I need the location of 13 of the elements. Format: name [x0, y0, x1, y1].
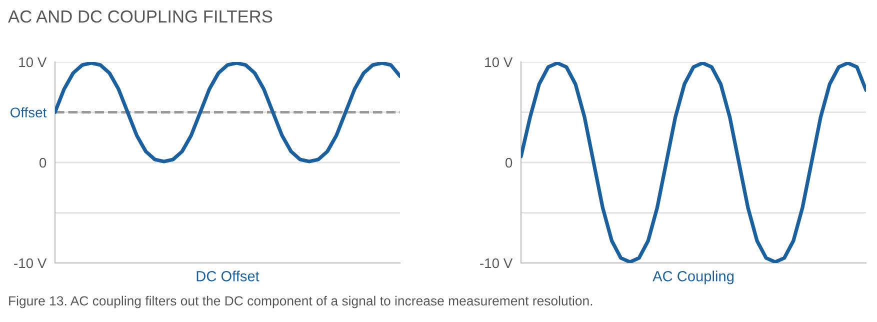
line-series [55, 62, 400, 164]
y-tick-label: 0 [505, 158, 512, 168]
x-axis-title: AC Coupling [652, 270, 734, 284]
chart-title: AC AND DC COUPLING FILTERS [8, 10, 272, 23]
y-tick-label: Offset [10, 107, 47, 118]
x-axis-title: DC Offset [196, 270, 260, 282]
y-tick-label: 0 [39, 158, 46, 168]
y-tick-label: -10 V [480, 258, 513, 268]
y-tick-label: 10 V [485, 57, 513, 68]
caption: Figure 13. AC coupling filters out the DC component of a signal to increase measurement resolution. [9, 296, 592, 308]
line-series [521, 62, 866, 263]
y-tick-label: 10 V [19, 57, 47, 68]
y-tick-label: -10 V [14, 258, 47, 268]
